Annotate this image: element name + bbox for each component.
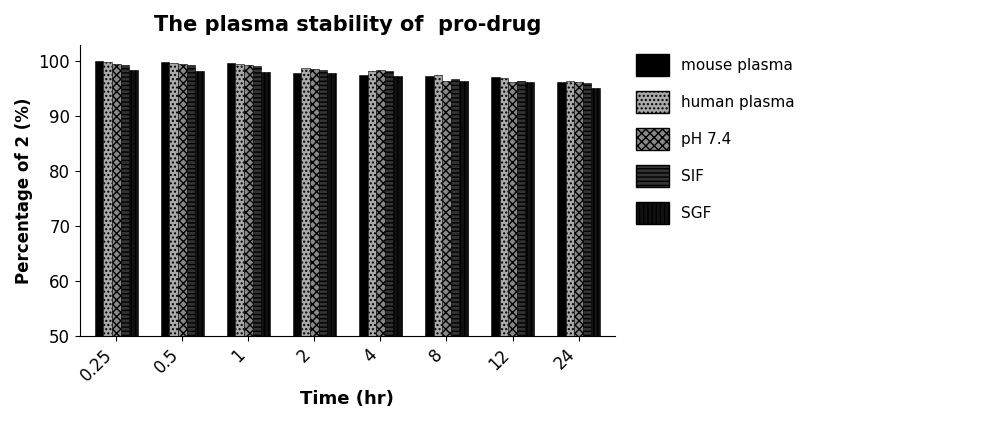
Bar <box>491 77 500 336</box>
Bar <box>368 71 376 336</box>
Bar <box>376 70 385 336</box>
Bar <box>244 65 253 336</box>
Bar <box>235 64 244 336</box>
Bar <box>566 80 574 336</box>
Bar <box>425 76 434 336</box>
Bar <box>95 61 103 336</box>
Title: The plasma stability of  pro-drug: The plasma stability of pro-drug <box>154 15 541 35</box>
Bar <box>112 64 121 336</box>
Bar <box>359 75 368 336</box>
Bar <box>557 82 566 336</box>
Bar <box>121 65 129 336</box>
Bar <box>517 80 525 336</box>
Bar <box>319 70 327 336</box>
X-axis label: Time (hr): Time (hr) <box>300 390 394 408</box>
Bar <box>227 63 235 336</box>
Bar <box>591 88 600 336</box>
Bar <box>525 82 534 336</box>
Bar <box>442 80 451 336</box>
Bar <box>459 80 468 336</box>
Y-axis label: Percentage of 2 (%): Percentage of 2 (%) <box>15 97 33 283</box>
Bar <box>393 76 402 336</box>
Bar <box>103 63 112 336</box>
Bar <box>385 71 393 336</box>
Bar <box>187 65 195 336</box>
Bar <box>161 63 169 336</box>
Bar <box>434 75 442 336</box>
Bar <box>500 78 508 336</box>
Bar <box>129 70 138 336</box>
Bar <box>195 71 204 336</box>
Bar <box>293 74 301 336</box>
Bar <box>451 79 459 336</box>
Bar <box>508 82 517 336</box>
Bar <box>310 69 319 336</box>
Bar <box>327 74 336 336</box>
Bar <box>583 83 591 336</box>
Bar <box>178 64 187 336</box>
Legend: mouse plasma, human plasma, pH 7.4, SIF, SGF: mouse plasma, human plasma, pH 7.4, SIF,… <box>628 47 803 231</box>
Bar <box>574 82 583 336</box>
Bar <box>253 66 261 336</box>
Bar <box>261 72 270 336</box>
Bar <box>169 63 178 336</box>
Bar <box>301 68 310 336</box>
